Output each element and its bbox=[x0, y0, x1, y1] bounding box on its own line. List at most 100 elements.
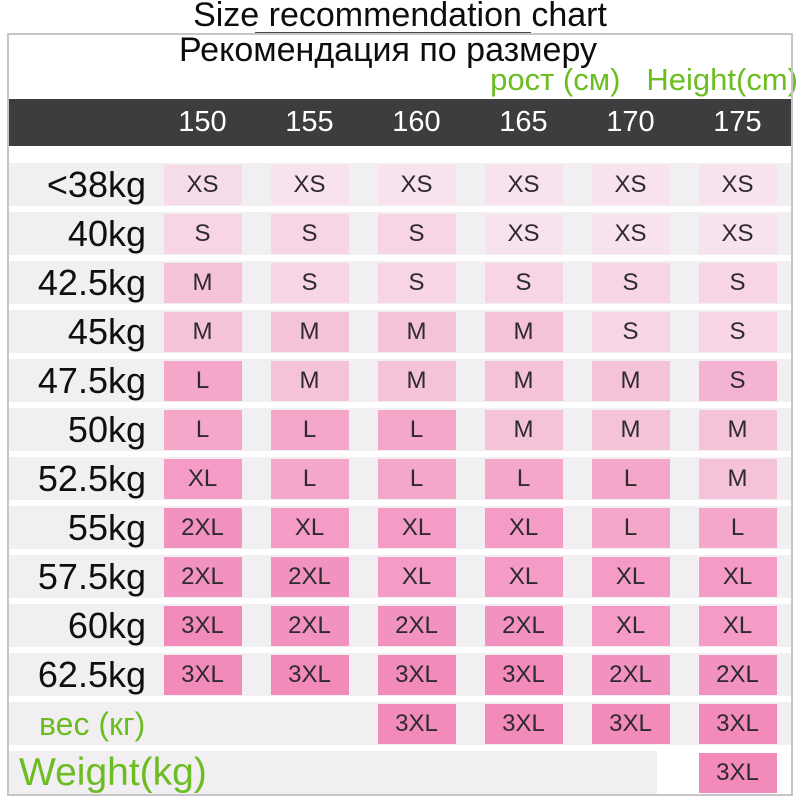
size-cell-value: M bbox=[591, 409, 670, 450]
size-cell-value: XL bbox=[698, 556, 777, 597]
height-column-label: 155 bbox=[285, 106, 334, 138]
size-cell: S bbox=[577, 262, 684, 303]
size-cell: 2XL bbox=[363, 605, 470, 646]
size-cell-value: M bbox=[484, 360, 563, 401]
size-cell: 2XL bbox=[256, 556, 363, 597]
size-cell: S bbox=[256, 213, 363, 254]
size-cell-value: S bbox=[270, 213, 349, 254]
weight-row-label: 50kg bbox=[67, 408, 146, 450]
size-cell-value: XL bbox=[484, 507, 563, 548]
size-cell: 3XL bbox=[684, 703, 791, 744]
page-title: Size recommendation chart bbox=[193, 0, 607, 34]
weight-row-label: 55kg bbox=[67, 506, 146, 548]
weight-axis-label: Weight(kg) bbox=[19, 750, 207, 794]
weight-row-label: <38kg bbox=[46, 163, 146, 205]
weight-row-label: 47.5kg bbox=[37, 359, 146, 401]
size-cell: 3XL bbox=[149, 654, 256, 695]
table-row: 57.5kg 2XL 2XL XL XL XL XL bbox=[9, 555, 791, 598]
table-row: 47.5kg L M M M M S bbox=[9, 359, 791, 402]
size-cell: 3XL bbox=[684, 752, 791, 793]
size-cell: M bbox=[684, 409, 791, 450]
size-cell-value: XL bbox=[591, 556, 670, 597]
size-cell: 3XL bbox=[577, 703, 684, 744]
height-column-label: 160 bbox=[392, 106, 441, 138]
size-cell-value: S bbox=[484, 262, 563, 303]
size-cell: S bbox=[363, 213, 470, 254]
size-cell: XL bbox=[149, 458, 256, 499]
size-cell: 3XL bbox=[256, 654, 363, 695]
size-cell: M bbox=[363, 311, 470, 352]
size-cell: L bbox=[470, 458, 577, 499]
size-cell-value: XL bbox=[270, 507, 349, 548]
weight-row-label: 62.5kg bbox=[37, 653, 146, 695]
size-cell: XL bbox=[363, 556, 470, 597]
size-cell: L bbox=[577, 507, 684, 548]
size-cell: S bbox=[684, 360, 791, 401]
size-cell-value: XS bbox=[698, 164, 777, 205]
page-subtitle-russian: Рекомендация по размеру bbox=[179, 31, 597, 69]
size-cell-value: 2XL bbox=[163, 507, 242, 548]
size-cell: XS bbox=[577, 164, 684, 205]
weight-row-label: 42.5kg bbox=[37, 261, 146, 303]
size-cell: XS bbox=[256, 164, 363, 205]
size-cell-value: M bbox=[163, 262, 242, 303]
size-cell: S bbox=[149, 213, 256, 254]
size-cell: M bbox=[149, 311, 256, 352]
size-cell-value: XL bbox=[698, 605, 777, 646]
table-row: 40kg S S S XS XS XS bbox=[9, 212, 791, 255]
size-cell-value: XS bbox=[484, 164, 563, 205]
size-cell: S bbox=[470, 262, 577, 303]
table-row: 52.5kg XL L L L L M bbox=[9, 457, 791, 500]
size-cell-value: S bbox=[591, 311, 670, 352]
size-cell: XL bbox=[363, 507, 470, 548]
size-cell: 2XL bbox=[256, 605, 363, 646]
weight-axis-label: вес (кг) bbox=[39, 705, 146, 742]
size-cell: XL bbox=[256, 507, 363, 548]
size-cell-value: XS bbox=[484, 213, 563, 254]
size-cell: 2XL bbox=[149, 507, 256, 548]
size-cell-value: L bbox=[163, 409, 242, 450]
table-row: <38kg XS XS XS XS XS XS bbox=[9, 163, 791, 206]
size-cell: XS bbox=[684, 164, 791, 205]
size-cell-value: S bbox=[377, 213, 456, 254]
size-cell-value: L bbox=[591, 458, 670, 499]
size-cell-value: L bbox=[377, 458, 456, 499]
size-cell: M bbox=[470, 360, 577, 401]
size-cell-value: L bbox=[591, 507, 670, 548]
size-cell: XS bbox=[470, 164, 577, 205]
size-cell-value: 3XL bbox=[163, 654, 242, 695]
size-cell-value: 2XL bbox=[270, 605, 349, 646]
size-cell-value: M bbox=[484, 311, 563, 352]
size-cell: L bbox=[684, 507, 791, 548]
height-label-russian: рост (см) bbox=[490, 62, 621, 97]
size-cell: M bbox=[470, 311, 577, 352]
size-cell: XL bbox=[470, 507, 577, 548]
size-cell-value: XL bbox=[163, 458, 242, 499]
table-row: Weight(kg) 3XL bbox=[9, 751, 791, 794]
size-cell: S bbox=[577, 311, 684, 352]
table-row: 42.5kg M S S S S S bbox=[9, 261, 791, 304]
size-cell: L bbox=[363, 409, 470, 450]
size-cell-value: S bbox=[270, 262, 349, 303]
size-cell: M bbox=[470, 409, 577, 450]
size-cell-value: M bbox=[591, 360, 670, 401]
size-cell: S bbox=[684, 262, 791, 303]
weight-row-label: 52.5kg bbox=[37, 457, 146, 499]
size-cell: 3XL bbox=[470, 703, 577, 744]
size-cell-value: XS bbox=[591, 213, 670, 254]
size-cell-value: M bbox=[484, 409, 563, 450]
size-cell-value: 2XL bbox=[377, 605, 456, 646]
size-cell-value: XS bbox=[270, 164, 349, 205]
size-cell-value: M bbox=[698, 409, 777, 450]
size-cell: XL bbox=[577, 605, 684, 646]
size-cell: 2XL bbox=[149, 556, 256, 597]
size-cell: 2XL bbox=[684, 654, 791, 695]
size-cell-value: L bbox=[270, 409, 349, 450]
size-cell-value: S bbox=[698, 311, 777, 352]
size-cell: M bbox=[256, 311, 363, 352]
height-header-row: 150 155 160 165 170 175 bbox=[9, 99, 791, 146]
size-cell-value: L bbox=[484, 458, 563, 499]
size-cell-value: 3XL bbox=[484, 703, 563, 744]
size-cell-value: 2XL bbox=[163, 556, 242, 597]
